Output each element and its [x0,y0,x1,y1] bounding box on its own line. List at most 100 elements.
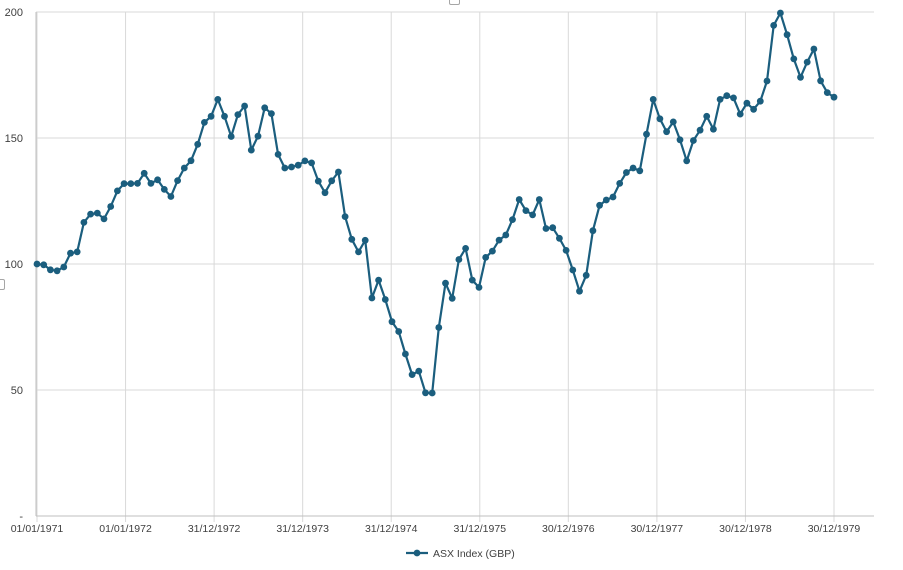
data-point [73,248,81,256]
data-point [67,249,74,257]
data-point [669,118,677,126]
data-point [247,146,255,154]
data-point [468,276,476,284]
x-tick-label: 30/12/1976 [542,523,595,535]
data-point [636,167,644,175]
data-point [690,137,697,144]
data-point [93,209,101,217]
data-point [602,196,610,204]
data-point [388,318,396,326]
data-point [120,180,128,188]
data-point [167,193,175,200]
data-point [308,159,315,167]
data-point [140,169,148,177]
data-point [797,73,804,81]
data-point [415,367,423,375]
y-tick-label: 150 [5,133,23,145]
data-point [154,176,162,184]
series-line [36,11,835,395]
data-point [314,177,322,185]
data-point [355,248,362,256]
data-point [87,210,94,218]
data-point [810,45,818,53]
data-point [281,164,289,172]
legend-label: ASX Index (GBP) [433,548,515,560]
data-point [348,235,356,243]
data-point [703,112,711,120]
data-point [214,96,222,103]
data-point [736,110,744,118]
data-point [556,234,563,242]
data-point [542,225,550,232]
y-tick-label: 200 [5,7,23,19]
series-layer [33,9,838,397]
data-point [53,267,61,275]
x-tick-label: 01/01/1972 [99,523,152,535]
data-point [696,126,704,134]
data-point [442,279,449,287]
data-point [254,132,262,140]
data-point [294,161,302,169]
data-point [663,128,670,136]
data-point [408,371,416,378]
x-axis-ticks: 01/01/1971 01/01/1972 31/12/1972 31/12/1973… [11,523,861,535]
data-point [422,389,429,397]
data-point [194,140,202,148]
data-point [730,94,737,102]
data-point [221,112,228,120]
data-point [763,77,771,85]
y-tick-label: 50 [11,385,23,397]
data-point [428,389,436,397]
legend[interactable]: ASX Index (GBP) [406,548,515,560]
data-point [723,92,731,100]
data-point [750,105,757,113]
data-point [301,157,309,165]
data-point [495,236,503,244]
data-point [649,96,657,103]
x-tick-label: 30/12/1977 [631,523,684,535]
data-point [368,294,376,302]
x-tick-label: 31/12/1973 [276,523,329,535]
data-point [201,119,208,126]
data-point [489,247,496,255]
data-point [562,247,570,254]
data-point [676,136,684,144]
x-tick-label: 31/12/1972 [188,523,241,535]
data-point [402,350,409,358]
data-point [375,276,382,284]
data-point [134,180,141,187]
data-point [515,196,523,203]
x-tick-label: 30/12/1978 [719,523,772,535]
data-point [100,215,108,223]
data-point [683,157,691,165]
data-point [160,186,168,193]
data-point [107,203,115,210]
data-point [174,177,182,185]
data-point [40,261,48,269]
data-point [535,196,543,203]
chart-resize-handle-left[interactable] [0,279,5,290]
data-point [395,328,403,335]
data-point [756,97,764,105]
data-point [328,177,336,185]
x-tick-label: 01/01/1971 [11,523,64,535]
data-point [710,125,717,133]
data-point [596,201,603,209]
data-point [268,110,275,117]
data-point [321,189,329,197]
data-point [288,163,295,171]
data-point [569,266,577,274]
data-point [147,180,155,187]
x-tick-label: 30/12/1979 [808,523,861,535]
data-point [261,104,269,112]
data-point [823,89,831,96]
data-point [616,180,624,187]
data-point [716,96,724,103]
data-point [335,168,342,176]
gridlines [36,11,874,522]
data-point [643,130,650,138]
data-point [47,266,54,274]
data-point [114,187,121,195]
data-point [33,260,41,268]
chart-resize-handle-top[interactable] [449,0,460,5]
